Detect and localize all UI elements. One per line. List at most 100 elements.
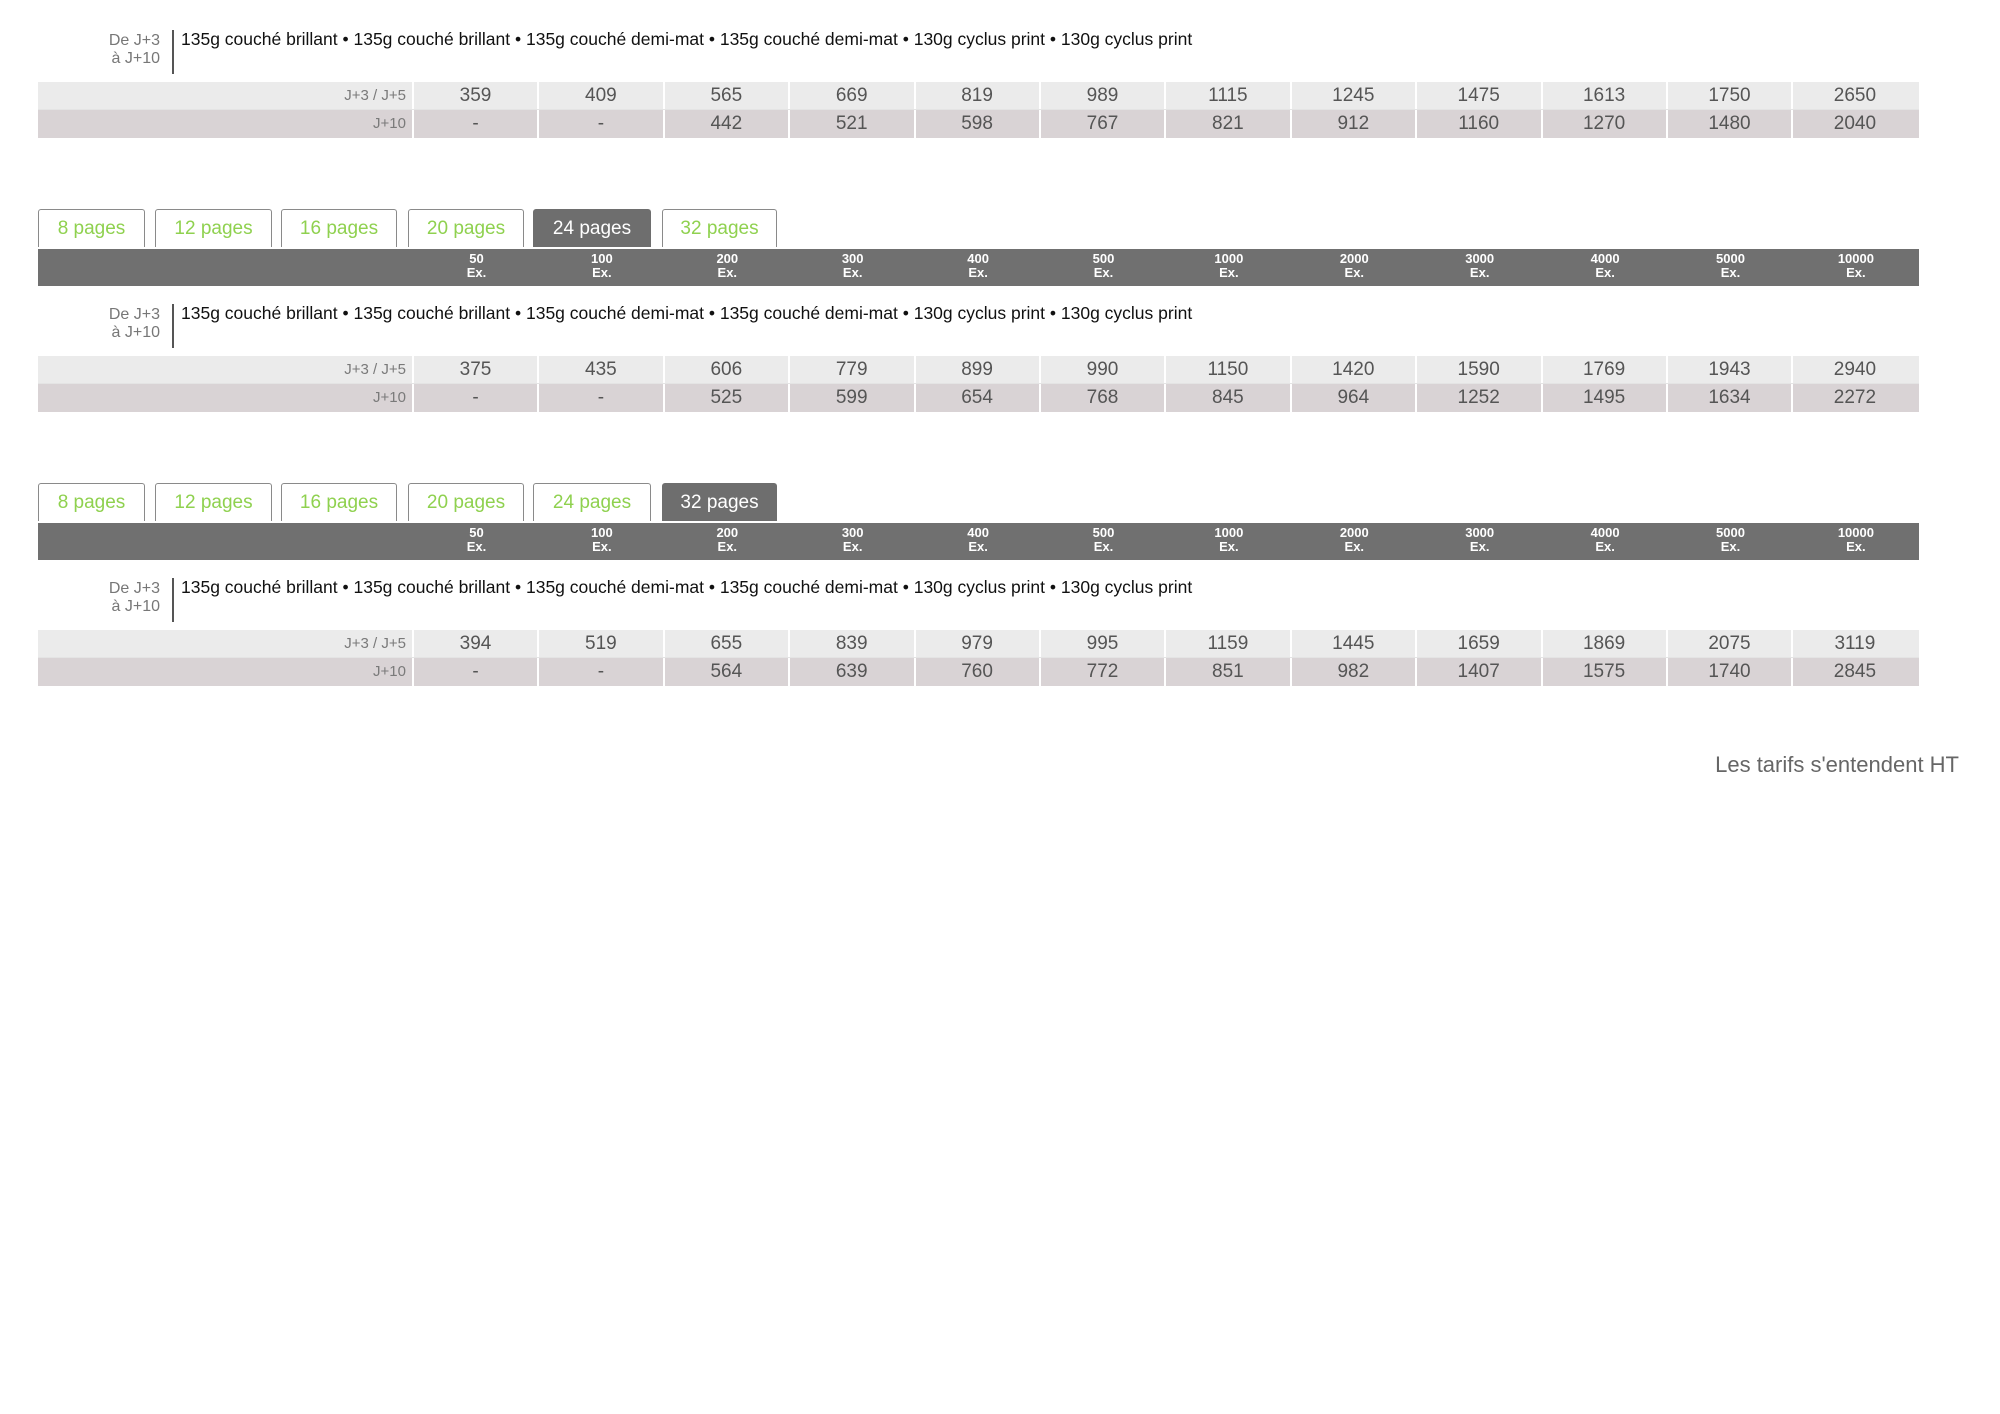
quantity-unit: Ex. <box>1720 539 1741 554</box>
quantity-header-cell: 5000 Ex. <box>1668 252 1793 280</box>
price-cell: 2075 <box>1666 630 1791 657</box>
tab-8-pages[interactable]: 8 pages <box>38 209 145 247</box>
tab-20-pages[interactable]: 20 pages <box>408 483 524 521</box>
price-cell: 1659 <box>1415 630 1540 657</box>
tab-24-pages[interactable]: 24 pages <box>533 483 651 521</box>
divider <box>172 30 174 74</box>
quantity-value: 500 <box>1092 525 1115 540</box>
price-cell: 654 <box>913 384 1039 412</box>
quantity-value: 400 <box>967 525 989 540</box>
price-cell: 772 <box>1039 658 1164 686</box>
price-cell: 639 <box>788 658 913 686</box>
price-cell: 819 <box>913 82 1039 109</box>
quantity-header-cell: 400 Ex. <box>916 526 1041 554</box>
price-cell: - <box>537 384 662 412</box>
quantity-header-cell: 10000 Ex. <box>1793 252 1918 280</box>
tab-32-pages[interactable]: 32 pages <box>662 483 777 521</box>
quantity-header-cell: 400 Ex. <box>916 252 1041 280</box>
price-cell: 525 <box>662 384 788 412</box>
tab-32-pages[interactable]: 32 pages <box>662 209 777 247</box>
quantity-value: 2000 <box>1339 251 1369 266</box>
quantity-value: 2000 <box>1339 525 1369 540</box>
tab-24-pages[interactable]: 24 pages <box>533 209 651 247</box>
quantity-header-cell: 300 Ex. <box>790 252 915 280</box>
table-row: J+3 / J+5 394 519 655 839 979 995 1159 1445 1659 1… <box>38 630 1919 657</box>
quantity-unit: Ex. <box>1595 539 1615 554</box>
price-cell: 564 <box>662 658 788 686</box>
tab-12-pages[interactable]: 12 pages <box>155 209 272 247</box>
quantity-value: 100 <box>591 251 613 266</box>
quantity-header-cell: 300 Ex. <box>790 526 915 554</box>
quantity-header-cell: 4000 Ex. <box>1543 252 1668 280</box>
tab-16-pages[interactable]: 16 pages <box>281 209 397 247</box>
price-cell: 1869 <box>1540 630 1666 657</box>
quantity-header-cell: 4000 Ex. <box>1543 526 1668 554</box>
price-cell: 2940 <box>1791 356 1916 383</box>
tab-20-pages[interactable]: 20 pages <box>408 209 524 247</box>
price-cell: 1159 <box>1164 630 1289 657</box>
paper-types: 135g couché brillant • 135g couché brill… <box>181 29 1193 49</box>
price-cell: 1750 <box>1666 82 1791 109</box>
table-row: J+10- -564 639 760 772 851 982 1407 1575 1740 2845 <box>38 657 1919 686</box>
quantity-header-cell: 1000 Ex. <box>1166 252 1291 280</box>
tab-8-pages[interactable]: 8 pages <box>38 483 145 521</box>
quantity-header-cell: 3000 Ex. <box>1417 526 1542 554</box>
price-cell: 839 <box>788 630 913 657</box>
price-cell: 1407 <box>1415 658 1540 686</box>
quantity-value: 3000 <box>1465 251 1495 266</box>
quantity-value: 1000 <box>1214 525 1244 540</box>
quantity-header-cell: 500 Ex. <box>1041 252 1166 280</box>
paper-types: 135g couché brillant • 135g couché brill… <box>181 577 1193 597</box>
price-cell: 2845 <box>1791 658 1916 686</box>
quantity-unit: Ex. <box>1720 265 1741 280</box>
delay-label-line: à J+10 <box>111 598 160 615</box>
price-cell: 359 <box>412 82 537 109</box>
price-cell: 1150 <box>1164 356 1289 383</box>
price-cell: 995 <box>1039 630 1164 657</box>
price-cell: 1590 <box>1415 356 1540 383</box>
price-cell: 1160 <box>1415 110 1540 138</box>
price-cell: 989 <box>1039 82 1164 109</box>
row-label: J+10 <box>373 115 406 132</box>
footer-note: Les tarifs s'entendent HT <box>1715 752 1959 777</box>
quantity-value: 10000 <box>1837 525 1874 540</box>
price-cell: 912 <box>1289 110 1415 138</box>
paper-description: De J+3 à J+10 135g couché brillant • 135g … <box>38 304 1919 350</box>
price-cell: 1475 <box>1415 82 1540 109</box>
price-cell: 409 <box>537 82 662 109</box>
quantity-header-cell: 100 Ex. <box>539 252 664 280</box>
tab-16-pages[interactable]: 16 pages <box>281 483 397 521</box>
price-cell: 2272 <box>1791 384 1916 412</box>
paper-description: De J+3 à J+10 135g couché brillant • 135g … <box>38 30 1919 76</box>
quantity-unit: Ex. <box>1219 539 1239 554</box>
price-cell: 435 <box>537 356 662 383</box>
price-cell: 1245 <box>1289 82 1415 109</box>
price-cell: 982 <box>1289 658 1415 686</box>
quantity-unit: Ex. <box>842 265 863 280</box>
price-cell: 599 <box>788 384 913 412</box>
price-cell: 521 <box>788 110 913 138</box>
price-cell: 851 <box>1164 658 1289 686</box>
price-cell: 669 <box>788 82 913 109</box>
row-label: J+10 <box>373 663 406 680</box>
quantity-header: 50 Ex. 100 Ex. 200 Ex. 300 Ex. 400 Ex. 500 Ex. 1000 E… <box>38 249 1919 286</box>
price-cell: 1445 <box>1289 630 1415 657</box>
quantity-header-cell: 2000 Ex. <box>1292 252 1417 280</box>
price-cell: 779 <box>788 356 913 383</box>
delay-label-line: à J+10 <box>111 324 160 341</box>
quantity-header: 50 Ex. 100 Ex. 200 Ex. 300 Ex. 400 Ex. 500 Ex. 1000 E… <box>38 523 1919 560</box>
quantity-header-cell: 1000 Ex. <box>1166 526 1291 554</box>
row-label: J+3 / J+5 <box>344 87 406 104</box>
price-cell: 899 <box>913 356 1039 383</box>
price-cell: - <box>412 658 537 686</box>
tab-12-pages[interactable]: 12 pages <box>155 483 272 521</box>
quantity-header-cell: 2000 Ex. <box>1292 526 1417 554</box>
price-cell: 606 <box>662 356 788 383</box>
price-block: 8 pages 12 pages 16 pages 20 pages 24 pages 3… <box>38 483 1919 686</box>
delay-label: De J+3 à J+10 <box>38 306 160 342</box>
quantity-value: 500 <box>1092 251 1115 266</box>
quantity-value: 300 <box>841 251 864 266</box>
quantity-value: 4000 <box>1590 251 1620 266</box>
quantity-unit: Ex. <box>1344 539 1365 554</box>
price-cell: 767 <box>1039 110 1164 138</box>
